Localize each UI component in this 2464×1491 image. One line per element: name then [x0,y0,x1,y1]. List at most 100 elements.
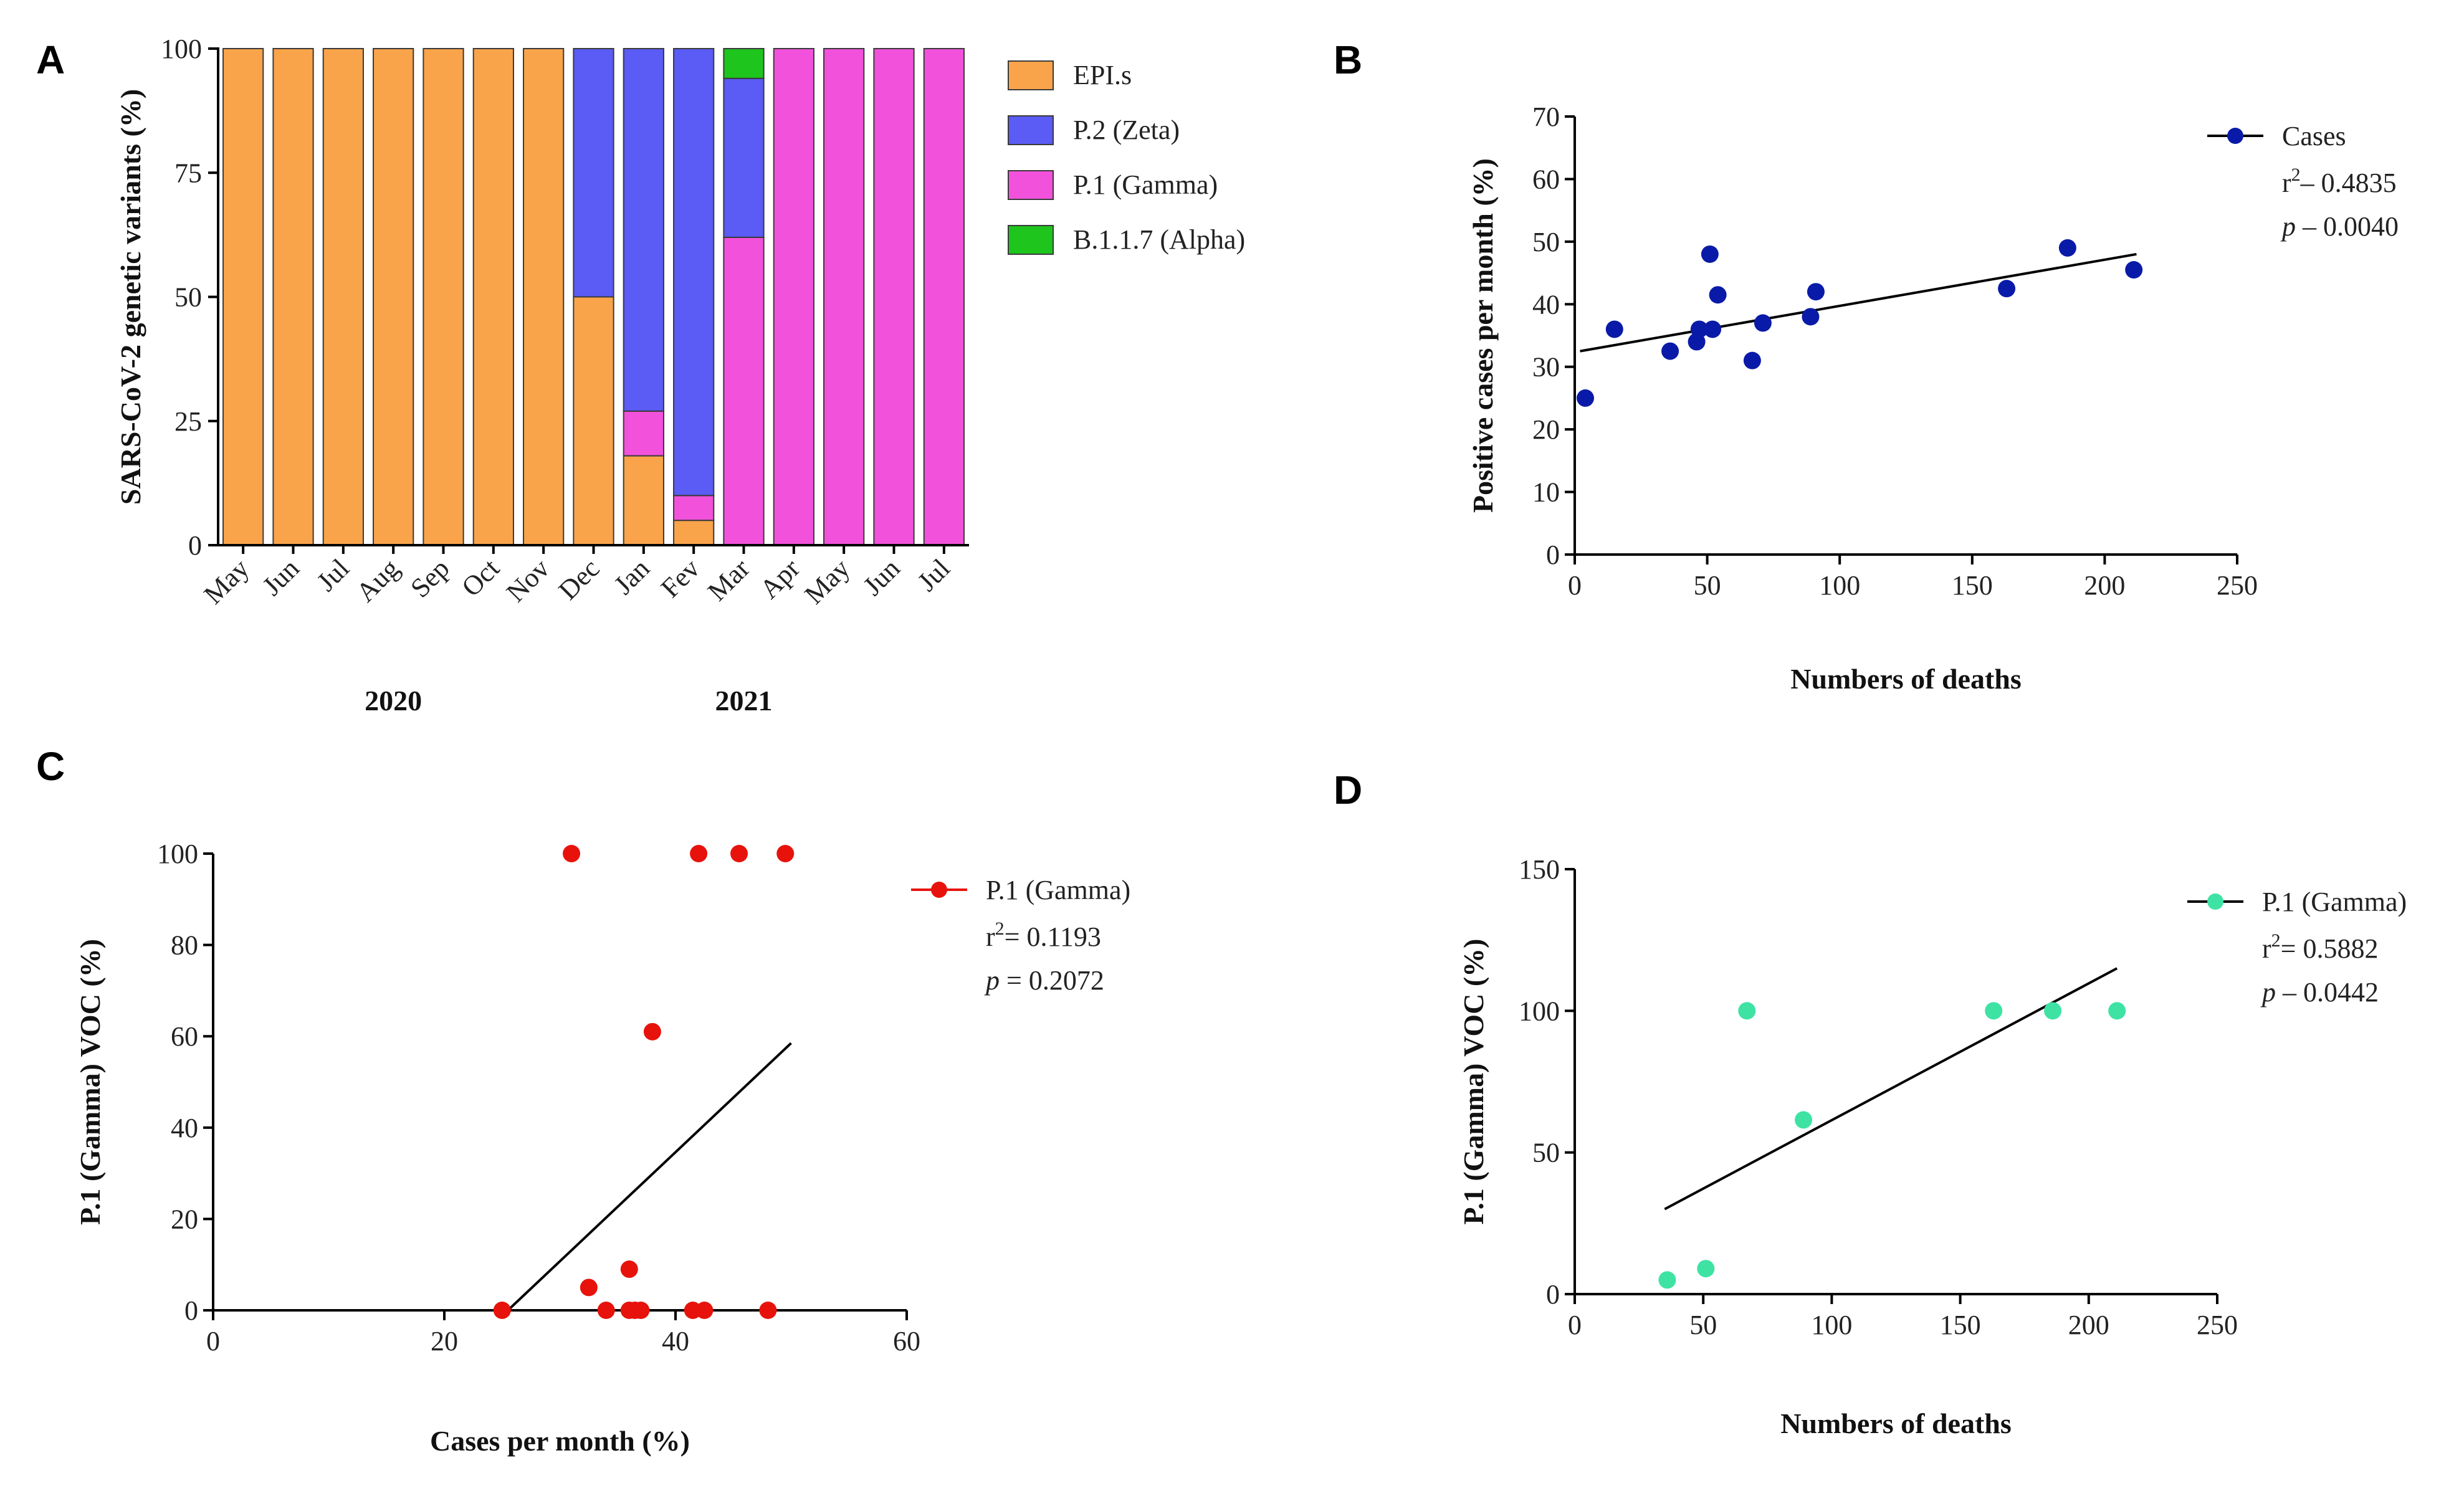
x-tick-label: Fev [655,553,705,603]
data-point-12 [695,1302,714,1319]
data-point-3 [1738,1002,1756,1020]
regression-line [1580,252,2137,353]
x-tick-label: 100 [1819,570,1860,601]
y-axis-label: P.1 (Gamma) VOC (%) [74,939,106,1225]
data-point-5 [620,1260,638,1279]
x-tick-label: Jul [912,553,956,597]
x-tick-label: 0 [206,1326,220,1356]
x-tick-label: Apr [754,553,806,604]
x-tick-label: May [799,553,856,610]
data-point-6 [2044,1002,2062,1020]
y-tick-label: 25 [174,406,202,437]
bar-p-1-gamma-12 [773,48,814,546]
x-tick-label: Mar [702,553,756,607]
regression-line [507,1042,792,1312]
x-axis-label: Numbers of deaths [1780,1408,2012,1439]
data-point-1 [1577,389,1595,407]
y-tick-label: 0 [188,530,202,561]
y-tick-label: 100 [1519,996,1560,1026]
x-axis-label: Cases per month (%) [430,1425,690,1457]
data-point-14 [2058,239,2076,257]
legend-marker [931,882,947,898]
data-point-15 [2125,261,2143,279]
data-point-2 [1605,320,1623,338]
x-tick-label: 100 [1811,1310,1852,1340]
data-point-10 [1754,314,1772,332]
data-point-3 [1661,342,1679,360]
y-tick-label: 0 [184,1295,198,1326]
p-value-label: p – 0.0442 [2260,977,2379,1007]
bar-p-1-gamma-9 [623,410,664,457]
bar-p-2-zeta-8 [573,48,614,298]
chart-c-scatter: 0 20 40 60 80 100 0 20 40 60 Cases per month (%) P.… [74,839,1130,1457]
x-tick-label: 250 [2197,1310,2238,1340]
x-tick-label: 60 [893,1326,920,1356]
data-point-9 [1743,351,1761,369]
bar-epi-s-6 [472,48,514,546]
panel-letter-d: D [1334,768,1362,812]
data-point-14 [759,1302,777,1319]
x-tick-label: May [198,553,255,610]
x-tick-label: 200 [2068,1310,2109,1340]
x-tick-label: 50 [1689,1310,1717,1340]
bar-epi-s-8 [573,296,614,546]
panel-letter-a: A [36,37,65,82]
y-tick-label: 20 [171,1204,198,1234]
data-point-1 [1658,1271,1676,1289]
bar-p-1-gamma-15 [923,48,965,546]
regression-line [1664,967,2118,1211]
x-tick-label: Jun [857,553,906,601]
panel-letter-b: B [1334,37,1362,82]
y-tick-label: 0 [1546,1279,1560,1310]
x-tick-label: 0 [1568,1310,1582,1340]
bar-b-1-1-7-alpha-11 [723,48,765,79]
x-tick-label: Nov [500,553,555,607]
y-tick-label: 50 [1532,227,1560,257]
legend-swatch [1008,225,1054,255]
bar-epi-s-2 [272,48,314,546]
bar-p-1-gamma-13 [823,48,865,546]
r-squared-label: r2= 0.5882 [2262,930,2378,964]
bar-p-2-zeta-9 [623,48,664,412]
x-tick-label: 40 [662,1326,689,1356]
y-axis-label: Positive cases per month (%) [1467,158,1499,513]
y-tick-label: 70 [1532,102,1560,132]
year-label: 2020 [365,685,422,717]
chart-b-scatter: 0 10 20 30 40 50 60 70 0 50 100 150 200 250 Numbers of… [1467,102,2399,695]
y-tick-label: 30 [1532,352,1560,383]
legend-label: P.1 (Gamma) [2262,887,2407,917]
data-point-1 [493,1302,511,1319]
legend-label: B.1.1.7 (Alpha) [1073,224,1245,255]
y-tick-label: 40 [171,1113,198,1143]
r-squared-label: r2= 0.1193 [986,918,1101,952]
data-point-4 [597,1302,615,1319]
legend-swatch [1008,170,1054,200]
p-value-label: p = 0.2072 [984,965,1104,996]
bar-p-2-zeta-11 [723,77,765,238]
x-tick-label: Aug [350,553,405,607]
x-tick-label: 250 [2217,570,2258,601]
data-point-8 [1709,286,1727,304]
legend-label: P.1 (Gamma) [1073,169,1218,200]
p-value-label: p – 0.0040 [2280,211,2399,242]
y-tick-label: 100 [157,839,198,869]
bar-p-1-gamma-11 [723,236,765,546]
legend-label: Cases [2282,121,2346,151]
legend-marker [2227,128,2243,144]
data-point-2 [563,845,581,862]
legend-swatch [1008,60,1054,90]
bar-epi-s-1 [222,48,264,546]
x-tick-label: 150 [1940,1310,1981,1340]
data-point-7 [1704,320,1722,338]
x-axis-label: Numbers of deaths [1790,663,2022,695]
x-tick-label: 150 [1952,570,1993,601]
data-point-7 [2108,1002,2126,1020]
bar-epi-s-7 [523,48,565,546]
y-tick-label: 40 [1532,289,1560,320]
legend-marker [2207,893,2223,910]
bar-epi-s-10 [673,520,715,546]
legend-swatch [1008,115,1054,145]
y-tick-label: 80 [171,930,198,961]
y-tick-label: 0 [1546,540,1560,570]
